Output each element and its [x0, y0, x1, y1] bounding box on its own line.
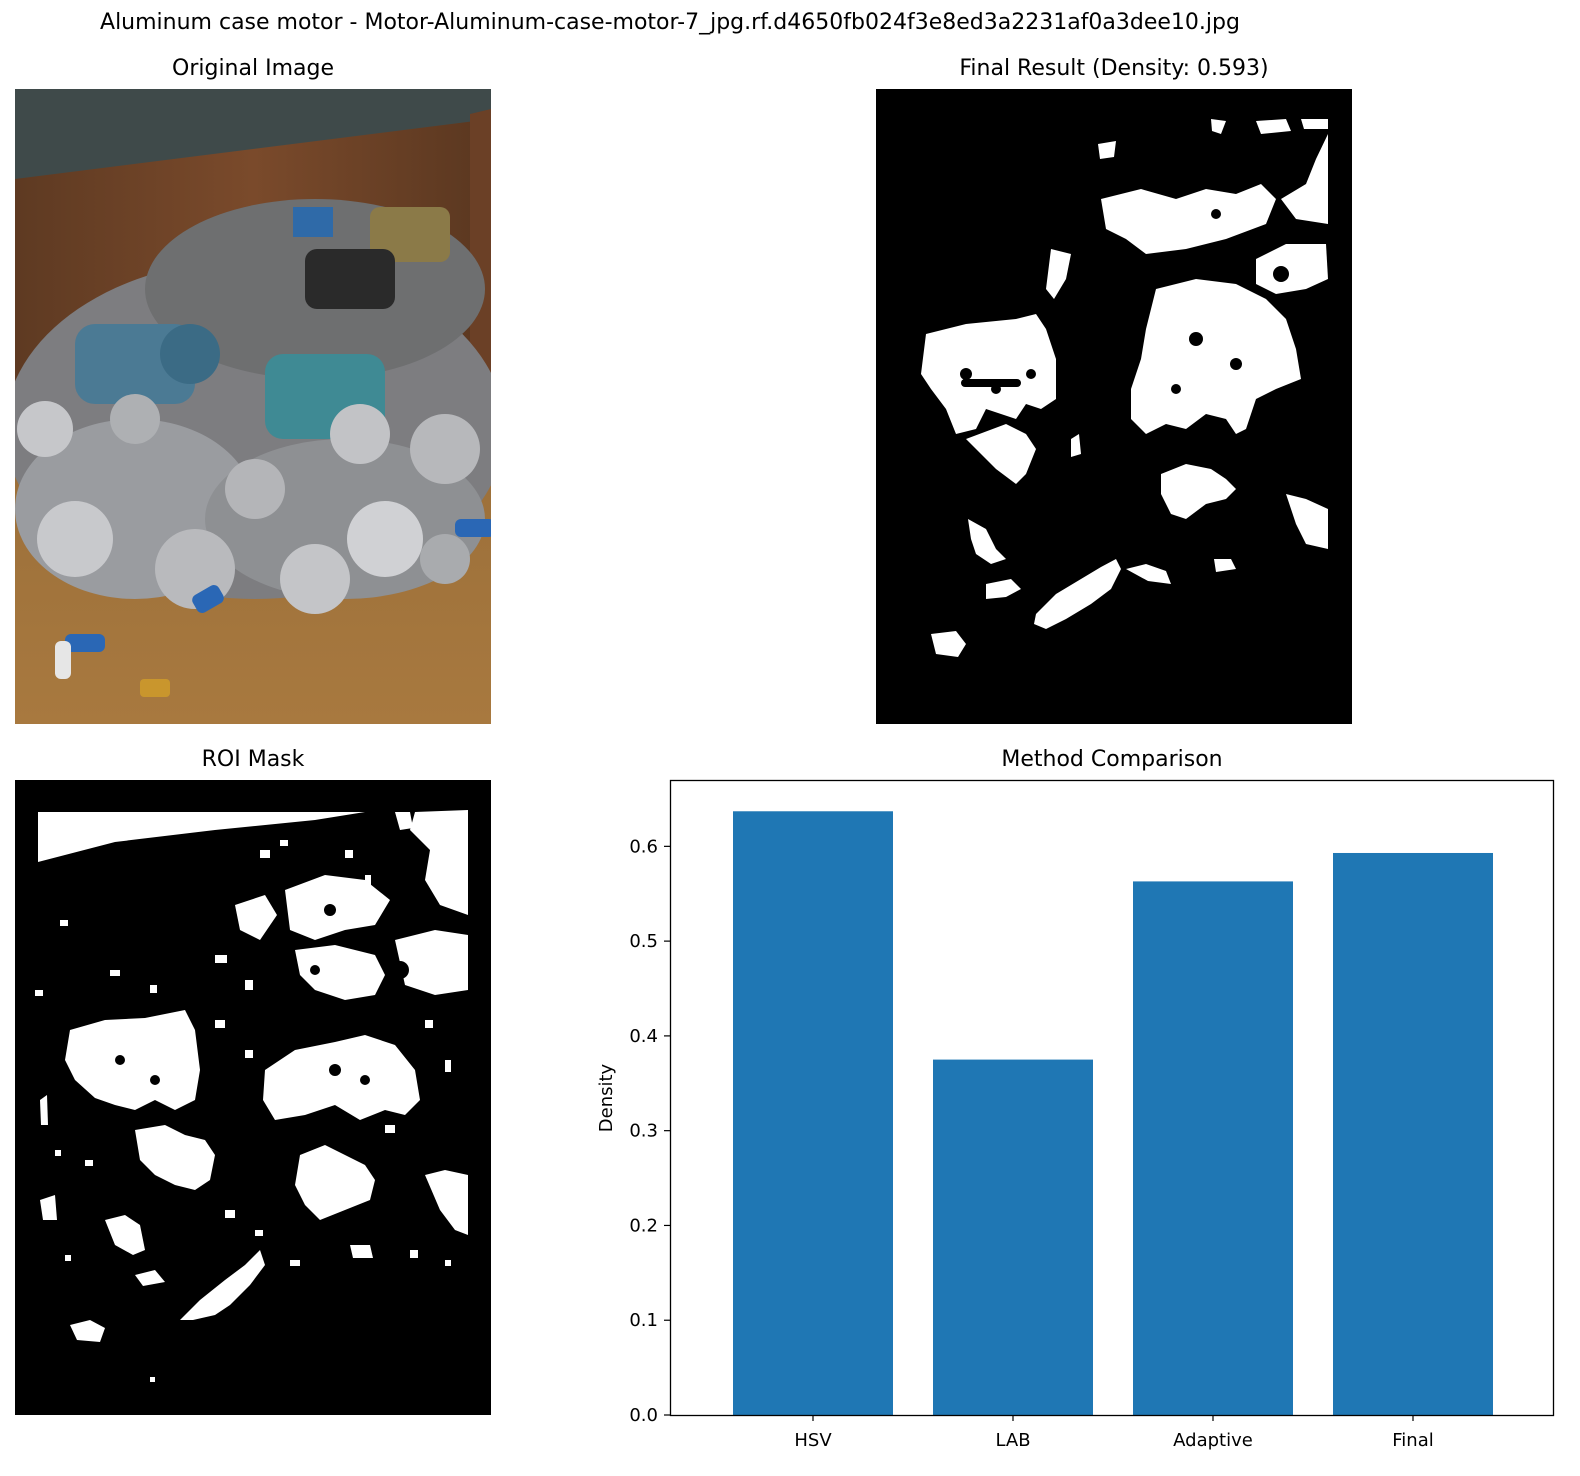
- x-tick-label: HSV: [794, 1430, 832, 1451]
- x-tick-label: Adaptive: [1173, 1430, 1253, 1451]
- bar-adaptive: [1133, 881, 1293, 1415]
- roi-mask: [15, 780, 491, 1415]
- chart-axes-frame: [669, 779, 1555, 1417]
- bar-hsv: [733, 811, 893, 1415]
- x-tick-label: Final: [1392, 1430, 1433, 1451]
- y-axis-label: Density: [596, 1063, 617, 1132]
- final-result-title: Final Result (Density: 0.593): [959, 56, 1269, 81]
- y-tick-label: 0.2: [629, 1215, 658, 1236]
- x-tick-label: LAB: [995, 1430, 1030, 1451]
- bar-lab: [933, 1059, 1093, 1415]
- bar-final: [1333, 852, 1493, 1415]
- y-tick-label: 0.5: [629, 931, 658, 952]
- roi-mask-title: ROI Mask: [201, 747, 305, 772]
- figure-title: Aluminum case motor - Motor-Aluminum-cas…: [100, 10, 1240, 35]
- y-tick-label: 0.6: [629, 836, 658, 857]
- y-tick-label: 0.4: [629, 1026, 658, 1047]
- original-image: [15, 89, 491, 724]
- y-tick-label: 0.0: [629, 1405, 658, 1426]
- chart-title: Method Comparison: [1001, 747, 1223, 772]
- y-tick-label: 0.3: [629, 1121, 658, 1142]
- final-result-mask: [876, 89, 1352, 724]
- y-tick-label: 0.1: [629, 1310, 658, 1331]
- original-image-title: Original Image: [172, 56, 334, 81]
